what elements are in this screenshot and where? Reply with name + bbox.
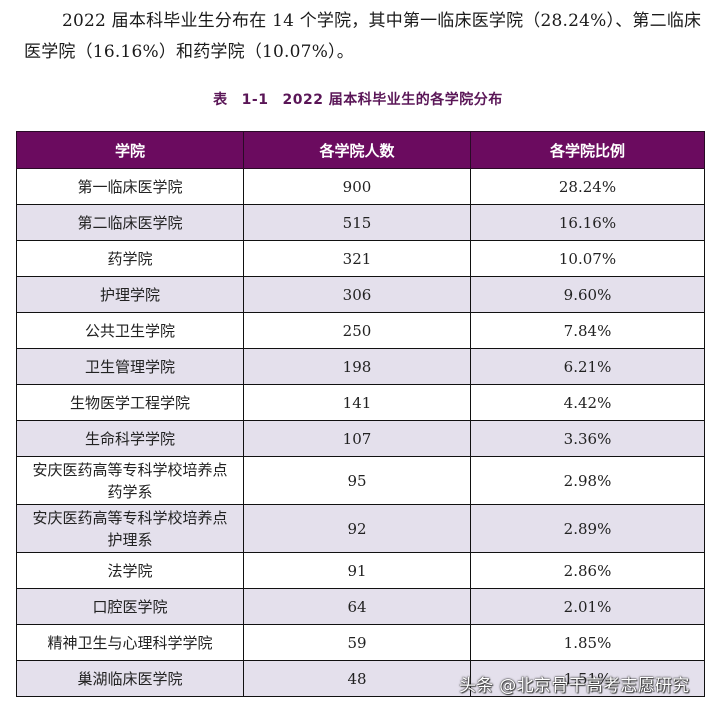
ratio-cell: 1.51% bbox=[470, 660, 705, 697]
table-row: 第一临床医学院 900 28.24% bbox=[16, 168, 705, 205]
college-cell: 安庆医药高等专科学校培养点药学系 bbox=[16, 456, 244, 505]
count-cell: 107 bbox=[243, 420, 471, 457]
college-cell: 生命科学学院 bbox=[16, 420, 244, 457]
count-cell: 306 bbox=[243, 276, 471, 313]
ratio-cell: 4.42% bbox=[470, 384, 705, 421]
ratio-cell: 28.24% bbox=[470, 168, 705, 205]
table-row: 口腔医学院 64 2.01% bbox=[16, 588, 705, 625]
ratio-cell: 2.01% bbox=[470, 588, 705, 625]
table-row: 护理学院 306 9.60% bbox=[16, 276, 705, 313]
college-cell: 生物医学工程学院 bbox=[16, 384, 244, 421]
ratio-cell: 2.89% bbox=[470, 504, 705, 553]
ratio-cell: 7.84% bbox=[470, 312, 705, 349]
header-college: 学院 bbox=[16, 131, 244, 169]
table-row: 药学院 321 10.07% bbox=[16, 240, 705, 277]
caption-number: 1-1 bbox=[241, 92, 269, 108]
college-cell: 口腔医学院 bbox=[16, 588, 244, 625]
table-row: 精神卫生与心理科学学院 59 1.85% bbox=[16, 624, 705, 661]
college-cell: 巢湖临床医学院 bbox=[16, 660, 244, 697]
count-cell: 515 bbox=[243, 204, 471, 241]
table-row: 公共卫生学院 250 7.84% bbox=[16, 312, 705, 349]
table-header-row: 学院 各学院人数 各学院比例 bbox=[16, 131, 705, 169]
table-caption: 表 1-1 2022 届本科毕业生的各学院分布 bbox=[0, 89, 716, 109]
count-cell: 95 bbox=[243, 456, 471, 505]
college-cell: 卫生管理学院 bbox=[16, 348, 244, 385]
count-cell: 321 bbox=[243, 240, 471, 277]
count-cell: 250 bbox=[243, 312, 471, 349]
count-cell: 141 bbox=[243, 384, 471, 421]
count-cell: 48 bbox=[243, 660, 471, 697]
caption-prefix: 表 bbox=[213, 92, 228, 108]
table-row: 巢湖临床医学院 48 1.51% bbox=[16, 660, 705, 697]
ratio-cell: 10.07% bbox=[470, 240, 705, 277]
college-cell: 法学院 bbox=[16, 552, 244, 589]
ratio-cell: 16.16% bbox=[470, 204, 705, 241]
count-cell: 92 bbox=[243, 504, 471, 553]
header-count: 各学院人数 bbox=[243, 131, 471, 169]
table-row: 安庆医药高等专科学校培养点药学系 95 2.98% bbox=[16, 456, 705, 505]
caption-title: 2022 届本科毕业生的各学院分布 bbox=[282, 92, 503, 108]
count-cell: 198 bbox=[243, 348, 471, 385]
ratio-cell: 3.36% bbox=[470, 420, 705, 457]
count-cell: 900 bbox=[243, 168, 471, 205]
ratio-cell: 1.85% bbox=[470, 624, 705, 661]
count-cell: 64 bbox=[243, 588, 471, 625]
college-cell: 安庆医药高等专科学校培养点护理系 bbox=[16, 504, 244, 553]
table-row: 生命科学学院 107 3.36% bbox=[16, 420, 705, 457]
table-row: 安庆医药高等专科学校培养点护理系 92 2.89% bbox=[16, 504, 705, 553]
college-cell: 药学院 bbox=[16, 240, 244, 277]
watermark: 头条 @北京骨干高考志愿研究 bbox=[459, 676, 690, 696]
college-cell: 第二临床医学院 bbox=[16, 204, 244, 241]
college-cell: 公共卫生学院 bbox=[16, 312, 244, 349]
ratio-cell: 2.86% bbox=[470, 552, 705, 589]
intro-paragraph: 2022 届本科毕业生分布在 14 个学院，其中第一临床医学院（28.24%）、… bbox=[24, 11, 702, 62]
ratio-cell: 6.21% bbox=[470, 348, 705, 385]
college-cell: 第一临床医学院 bbox=[16, 168, 244, 205]
ratio-cell: 2.98% bbox=[470, 456, 705, 505]
count-cell: 91 bbox=[243, 552, 471, 589]
college-cell: 护理学院 bbox=[16, 276, 244, 313]
count-cell: 59 bbox=[243, 624, 471, 661]
college-cell: 精神卫生与心理科学学院 bbox=[16, 624, 244, 661]
table-row: 生物医学工程学院 141 4.42% bbox=[16, 384, 705, 421]
table-row: 法学院 91 2.86% bbox=[16, 552, 705, 589]
table-row: 卫生管理学院 198 6.21% bbox=[16, 348, 705, 385]
college-distribution-table: 学院 各学院人数 各学院比例 第一临床医学院 900 28.24% 第二临床医学… bbox=[16, 131, 705, 697]
table-row: 第二临床医学院 515 16.16% bbox=[16, 204, 705, 241]
ratio-cell: 9.60% bbox=[470, 276, 705, 313]
header-ratio: 各学院比例 bbox=[470, 131, 705, 169]
